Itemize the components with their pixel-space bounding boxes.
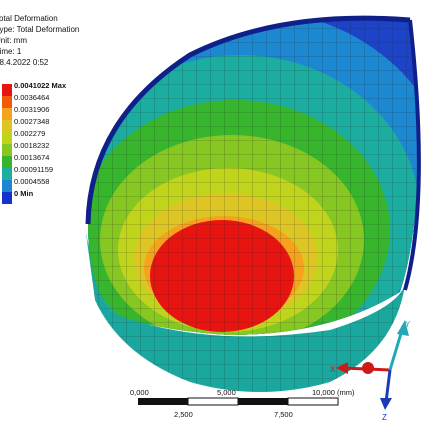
- legend-label: 0 Min: [14, 189, 34, 198]
- scale-label: 5,000: [217, 388, 236, 397]
- result-type: Type: Total Deformation: [0, 25, 80, 34]
- result-time: Time: 1: [0, 47, 22, 56]
- legend-label: 0.0018232: [14, 141, 50, 150]
- scale-label: 10,000 (mm): [312, 388, 355, 397]
- scale-label: 0,000: [130, 388, 149, 397]
- orientation-triad[interactable]: Y X Z: [330, 320, 411, 422]
- legend-label: 0.0004558: [14, 177, 50, 186]
- scale-bar: [138, 397, 339, 406]
- legend-label: 0.0027348: [14, 117, 50, 126]
- legend-swatch: [2, 84, 12, 96]
- legend-label: 0.0031906: [14, 105, 50, 114]
- bowl-inner-surface: [88, 18, 418, 335]
- triad-x-label: X: [330, 365, 336, 374]
- legend-color-bar: [2, 84, 12, 204]
- legend-label: 0.0013674: [14, 153, 50, 162]
- legend-swatch: [2, 144, 12, 156]
- scale-label: 2,500: [174, 410, 193, 419]
- triad-y-label: Y: [405, 320, 411, 329]
- legend-label: 0.002279: [14, 129, 46, 138]
- legend-swatch: [2, 156, 12, 168]
- legend-label: 0.00091159: [14, 165, 54, 174]
- legend-swatch: [2, 108, 12, 120]
- bowl-rim: [85, 15, 411, 225]
- scale-label: 7,500: [274, 410, 293, 419]
- triad-z-label: Z: [382, 413, 387, 422]
- legend-swatch: [2, 132, 12, 144]
- legend-label: 0.0036464: [14, 93, 50, 102]
- bowl-outer-shell: [85, 226, 405, 392]
- legend-swatch: [2, 120, 12, 132]
- result-title: Total Deformation: [0, 14, 58, 23]
- legend-swatch: [2, 192, 12, 204]
- legend-swatch: [2, 180, 12, 192]
- legend-swatch: [2, 96, 12, 108]
- legend-label: 0.0041022 Max: [14, 81, 67, 90]
- result-unit: Unit: mm: [0, 36, 27, 45]
- triad-origin-icon: [362, 362, 374, 374]
- result-date: 28.4.2022 0:52: [0, 58, 49, 67]
- legend-swatch: [2, 168, 12, 180]
